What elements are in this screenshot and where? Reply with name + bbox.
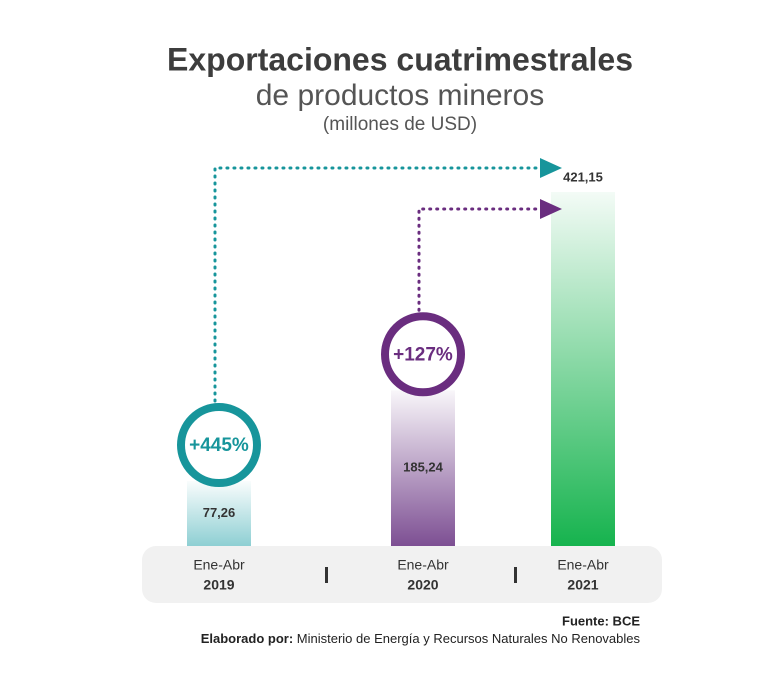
growth-label: +445% <box>189 435 249 456</box>
growth-label: +127% <box>393 344 453 365</box>
credit-line: Elaborado por: Ministerio de Energía y R… <box>201 631 641 646</box>
unit-label: (millones de USD) <box>323 114 477 135</box>
value-label: 77,26 <box>203 505 236 520</box>
x-tick-label: 2019 <box>203 577 234 593</box>
x-tick-label: 2020 <box>407 577 438 593</box>
chart-title: Exportaciones cuatrimestrales <box>167 41 633 77</box>
growth-circle <box>177 403 261 488</box>
separator <box>514 567 517 583</box>
chart-subtitle: de productos mineros <box>256 79 545 112</box>
credit: Ministerio de Energía y Recursos Natural… <box>297 631 641 646</box>
bar <box>391 390 455 546</box>
arrow-head <box>540 158 562 178</box>
bar <box>187 481 251 546</box>
credit-label: Elaborado por: <box>201 631 293 646</box>
value-label: 185,24 <box>403 460 444 475</box>
value-label: 421,15 <box>563 169 603 184</box>
period-label: Ene-Abr <box>557 557 609 573</box>
period-label: Ene-Abr <box>193 557 245 573</box>
growth-arrow <box>213 166 550 403</box>
period-label: Ene-Abr <box>397 557 449 573</box>
bar <box>551 192 615 546</box>
label-panel <box>142 546 662 603</box>
growth-circle <box>381 312 465 397</box>
separator <box>325 567 328 583</box>
growth-arrow <box>417 207 550 312</box>
arrow-head <box>540 199 562 219</box>
source: Fuente: BCE <box>562 613 640 628</box>
x-tick-label: 2021 <box>567 577 598 593</box>
